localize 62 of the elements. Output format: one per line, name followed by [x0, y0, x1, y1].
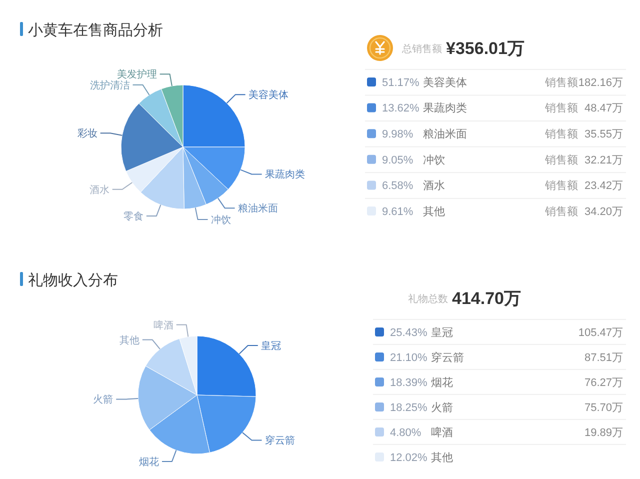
category-label: 粮油米面 — [423, 127, 467, 140]
slice-label: 啤酒 — [153, 319, 174, 332]
data-label: 21.10% — [390, 352, 428, 364]
category-label: 其他 — [423, 204, 445, 218]
data-label: 32.21万 — [584, 154, 623, 166]
category-label: 穿云箭 — [431, 350, 464, 364]
data-label: 4.80% — [390, 426, 422, 439]
slice-label: 彩妆 — [77, 128, 98, 140]
data-label: 9.98% — [382, 128, 414, 140]
data-label: 182.16万 — [578, 76, 623, 89]
text: 销售额 — [544, 76, 578, 89]
slice-label: 零食 — [123, 210, 144, 223]
slice-label: 果蔬肉类 — [264, 168, 305, 181]
category-label: 烟花 — [431, 376, 453, 389]
data-label: 35.55万 — [584, 128, 623, 140]
text: 礼物总数 — [408, 293, 448, 305]
slice-label: 酒水 — [89, 184, 110, 196]
slice-label: 火箭 — [93, 394, 114, 406]
category-label: 果蔬肉类 — [423, 102, 467, 115]
text: 销售额 — [545, 102, 578, 115]
category-label: 其他 — [431, 450, 453, 464]
category-label: 酒水 — [423, 179, 445, 192]
data-label: 75.70万 — [584, 402, 623, 414]
slice-label: 洗护清洁 — [90, 79, 130, 92]
slice-label: 冲饮 — [210, 214, 231, 226]
category-label: 火箭 — [431, 400, 453, 414]
chart-title: 小黄车在售商品分析 — [28, 22, 163, 39]
data-label: 105.47万 — [578, 326, 623, 339]
text: ¥356.01万 — [446, 39, 524, 58]
slice-label: 皇冠 — [260, 340, 281, 352]
data-label: 9.05% — [382, 154, 414, 166]
slice-label: 其他 — [119, 334, 140, 346]
text: 414.70万 — [452, 289, 521, 308]
category-label: 美容美体 — [423, 76, 467, 89]
data-label: 19.89万 — [584, 426, 623, 439]
data-label: 9.61% — [382, 206, 414, 218]
data-label: 25.43% — [390, 326, 428, 339]
category-label: 冲饮 — [423, 153, 445, 166]
category-label: 啤酒 — [431, 426, 453, 439]
text: 总销售额 — [401, 43, 442, 55]
data-label: 6.58% — [382, 180, 414, 192]
text: 销售额 — [545, 128, 578, 140]
data-label: 76.27万 — [584, 376, 623, 389]
slice-label: 粮油米面 — [238, 202, 278, 215]
data-label: 18.25% — [390, 402, 428, 414]
slice-label: 穿云箭 — [264, 434, 295, 447]
text: 销售额 — [545, 206, 578, 218]
data-label: 34.20万 — [584, 206, 623, 218]
data-label: 23.42万 — [584, 180, 623, 192]
text: 销售额 — [545, 154, 578, 166]
text: 销售额 — [545, 180, 578, 192]
data-label: 51.17% — [382, 76, 420, 89]
slice-label: 美容美体 — [248, 89, 288, 102]
data-label: 12.02% — [390, 452, 428, 464]
slice-label: 美发护理 — [116, 68, 157, 81]
chart-title: 礼物收入分布 — [28, 272, 118, 289]
category-label: 皇冠 — [431, 326, 453, 339]
data-label: 18.39% — [390, 376, 428, 389]
data-label: 13.62% — [382, 102, 420, 115]
data-label: 48.47万 — [584, 102, 623, 115]
data-label: 87.51万 — [584, 352, 623, 364]
slice-label: 烟花 — [138, 456, 159, 468]
